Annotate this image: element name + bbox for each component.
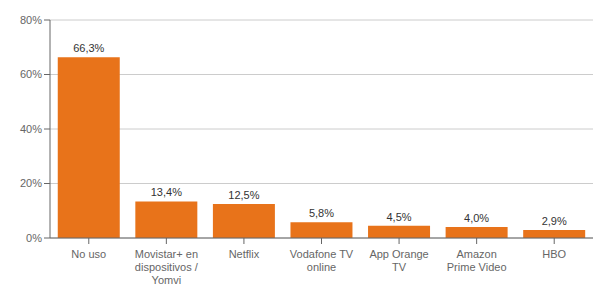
svg-text:80%: 80% xyxy=(20,14,42,26)
svg-text:Movistar+ endispositivos /Yomv: Movistar+ endispositivos /Yomvi xyxy=(135,248,199,286)
svg-text:20%: 20% xyxy=(20,177,42,189)
svg-text:4,0%: 4,0% xyxy=(464,212,489,224)
svg-text:60%: 60% xyxy=(20,68,42,80)
svg-text:0%: 0% xyxy=(26,232,42,244)
svg-text:5,8%: 5,8% xyxy=(309,207,334,219)
svg-text:2,9%: 2,9% xyxy=(542,215,567,227)
svg-text:13,4%: 13,4% xyxy=(151,186,182,198)
svg-text:Vodafone TVonline: Vodafone TVonline xyxy=(290,248,354,273)
svg-text:HBO: HBO xyxy=(542,248,566,260)
svg-text:4,5%: 4,5% xyxy=(387,211,412,223)
svg-text:12,5%: 12,5% xyxy=(228,189,259,201)
svg-text:AmazonPrime Video: AmazonPrime Video xyxy=(447,248,507,273)
svg-text:Netflix: Netflix xyxy=(229,248,260,260)
svg-text:66,3%: 66,3% xyxy=(73,42,104,54)
svg-text:No uso: No uso xyxy=(71,248,106,260)
svg-text:40%: 40% xyxy=(20,123,42,135)
svg-text:App OrangeTV: App OrangeTV xyxy=(369,248,428,273)
